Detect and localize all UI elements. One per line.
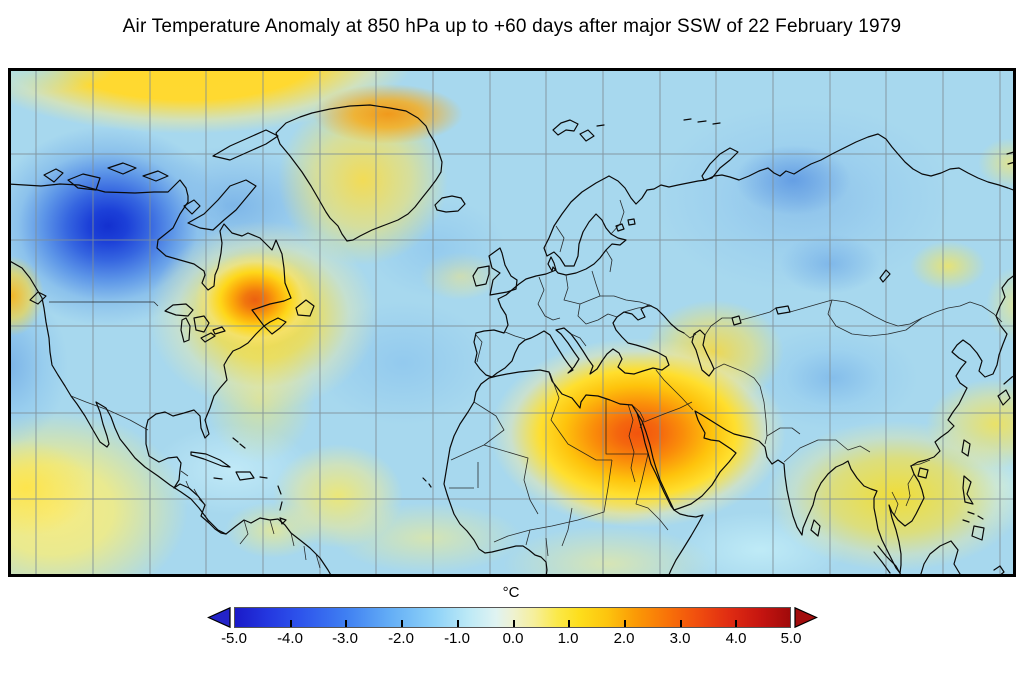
colorbar-tick-label: 5.0 (780, 630, 802, 647)
colorbar-tick-label: 4.0 (725, 630, 747, 647)
colorbar-tick-label: -1.0 (444, 630, 470, 647)
colorbar-unit-label: °C (502, 584, 520, 601)
colorbar-tickmark (401, 620, 404, 627)
anomaly-map (8, 68, 1016, 577)
colorbar-tick-label: 2.0 (613, 630, 635, 647)
colorbar-tickmark (735, 620, 738, 627)
map-overlay (8, 68, 1016, 577)
colorbar-tickmark (345, 620, 348, 627)
coastlines (8, 104, 1016, 577)
colorbar-gradient-bar (234, 607, 791, 628)
colorbar-tickmark (289, 620, 292, 627)
colorbar-tick-label: 3.0 (669, 630, 691, 647)
colorbar-tick-labels: -5.0 -4.0 -3.0 -2.0 -1.0 0.0 1.0 2.0 3.0… (0, 630, 1024, 650)
colorbar-tickmark (568, 620, 571, 627)
colorbar-tick-label: -4.0 (277, 630, 303, 647)
temperature-anomaly-field (8, 68, 1016, 577)
colorbar-tick-label: 0.0 (502, 630, 524, 647)
colorbar-tickmark (623, 620, 626, 627)
country-borders (49, 199, 1003, 569)
colorbar-right-arrow-icon (794, 607, 818, 628)
chart-title: Air Temperature Anomaly at 850 hPa up to… (122, 16, 902, 37)
graticule-lines (8, 68, 1016, 577)
colorbar-tickmark (512, 620, 515, 627)
colorbar-tick-label: -3.0 (332, 630, 358, 647)
colorbar-tickmark (456, 620, 459, 627)
colorbar-tickmark (679, 620, 682, 627)
colorbar: °C -5.0 -4.0 -3.0 -2.0 -1.0 0.0 1.0 2. (0, 580, 1024, 688)
map-border (8, 68, 1016, 577)
colorbar-tick-label: 1.0 (557, 630, 579, 647)
colorbar-tick-label: -2.0 (388, 630, 414, 647)
colorbar-left-arrow-icon (207, 607, 231, 628)
colorbar-tick-label: -5.0 (221, 630, 247, 647)
